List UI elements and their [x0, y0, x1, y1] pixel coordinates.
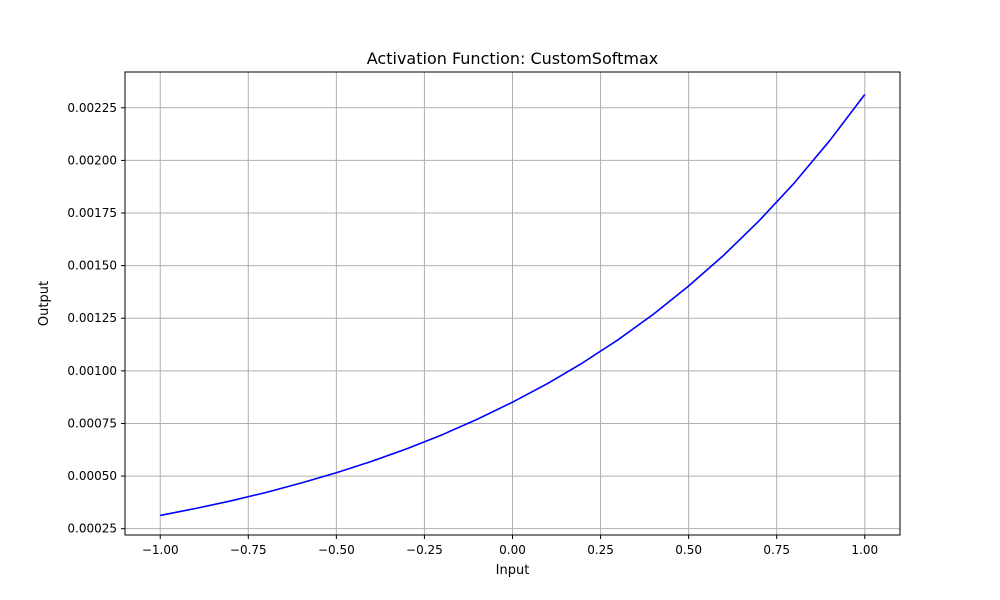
y-tick-label: 0.00075: [67, 416, 117, 430]
x-tick-label: −0.75: [230, 543, 267, 557]
x-tick-label: 1.00: [851, 543, 878, 557]
x-tick-label: 0.25: [587, 543, 614, 557]
y-tick-label: 0.00150: [67, 259, 117, 273]
y-tick-label: 0.00175: [67, 206, 117, 220]
x-tick-label: −1.00: [142, 543, 179, 557]
series-line: [160, 94, 866, 517]
x-tick-label: 0.00: [499, 543, 526, 557]
chart-title: Activation Function: CustomSoftmax: [367, 49, 658, 68]
series-layer: [160, 94, 866, 517]
y-tick-label: 0.00125: [67, 311, 117, 325]
y-axis-label: Output: [37, 281, 52, 326]
y-tick-label: 0.00225: [67, 101, 117, 115]
x-tick-label: 0.75: [763, 543, 790, 557]
y-tick-label: 0.00050: [67, 469, 117, 483]
grid-lines: [125, 72, 900, 535]
x-axis-label: Input: [496, 563, 530, 578]
x-tick-label: 0.50: [675, 543, 702, 557]
x-tick-label: −0.25: [406, 543, 443, 557]
y-tick-label: 0.00200: [67, 153, 117, 167]
y-tick-label: 0.00025: [67, 522, 117, 536]
x-tick-label: −0.50: [318, 543, 355, 557]
y-tick-label: 0.00100: [67, 364, 117, 378]
axis-ticks: −1.00 −0.75 −0.50 −0.25 0.00 0.25 0.50 0.75 1.00…: [67, 101, 878, 557]
